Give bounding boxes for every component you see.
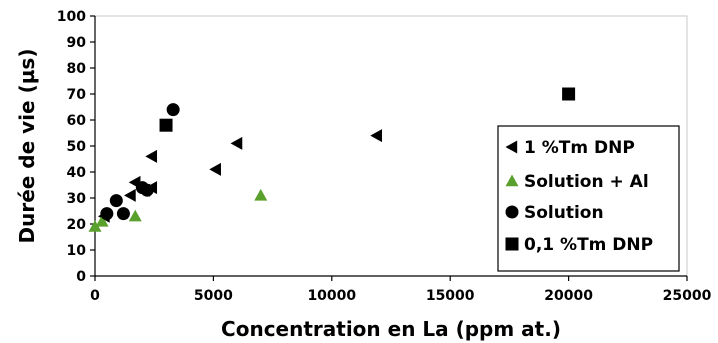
x-axis-ticks: 0 5000 10000 15000 20000 25000 — [90, 276, 712, 304]
x-tick-label: 0 — [90, 288, 100, 304]
legend-marker-triangle-left — [505, 140, 518, 154]
point-triangle-up — [95, 214, 109, 227]
point-triangle-left — [124, 188, 136, 202]
point-triangle-left — [209, 162, 221, 176]
y-tick-label: 20 — [67, 217, 87, 233]
point-circle — [100, 207, 114, 221]
legend-label: 1 %Tm DNP — [524, 138, 635, 158]
point-circle — [109, 194, 123, 208]
legend-box — [497, 125, 680, 272]
y-tick-label: 40 — [67, 165, 87, 181]
x-tick-label: 20000 — [544, 288, 593, 304]
legend-label: Solution — [524, 203, 604, 223]
y-tick-label: 70 — [67, 87, 87, 103]
x-tick-label: 10000 — [307, 288, 356, 304]
legend-marker-circle — [505, 205, 519, 219]
point-triangle-left — [370, 129, 382, 143]
point-circle — [166, 103, 180, 117]
point-triangle-up — [128, 209, 142, 222]
legend-label: Solution + Al — [524, 172, 649, 192]
legend-marker-square — [505, 237, 519, 251]
point-square — [562, 87, 576, 101]
y-tick-label: 50 — [67, 139, 87, 155]
legend-marker-triangle-up — [505, 174, 519, 187]
point-circle — [116, 207, 130, 221]
y-axis-ticks: 0 10 20 30 40 50 60 70 80 90 100 — [57, 9, 95, 285]
y-tick-label: 80 — [67, 61, 87, 77]
x-tick-label: 25000 — [663, 288, 712, 304]
x-axis-title: Concentration en La (ppm at.) — [221, 317, 561, 341]
point-triangle-up — [254, 188, 268, 201]
x-tick-label: 5000 — [194, 288, 233, 304]
y-tick-label: 100 — [57, 9, 86, 25]
point-circle — [140, 183, 154, 197]
point-triangle-left — [145, 149, 158, 163]
point-square — [159, 118, 173, 132]
legend: 1 %Tm DNP Solution + Al Solution 0,1 %Tm DN… — [497, 125, 680, 272]
y-axis-title: Durée de vie (µs) — [15, 49, 39, 244]
legend-label: 0,1 %Tm DNP — [524, 235, 653, 255]
y-tick-label: 10 — [67, 243, 87, 259]
legend-items: 1 %Tm DNP Solution + Al Solution 0,1 %Tm DN… — [505, 138, 653, 255]
y-tick-label: 60 — [67, 113, 87, 129]
x-tick-label: 15000 — [426, 288, 475, 304]
y-tick-label: 90 — [67, 35, 87, 51]
point-triangle-up — [88, 220, 102, 232]
data-points — [88, 87, 576, 232]
y-tick-label: 0 — [76, 269, 86, 285]
y-tick-label: 30 — [67, 191, 87, 207]
point-triangle-left — [230, 136, 243, 150]
